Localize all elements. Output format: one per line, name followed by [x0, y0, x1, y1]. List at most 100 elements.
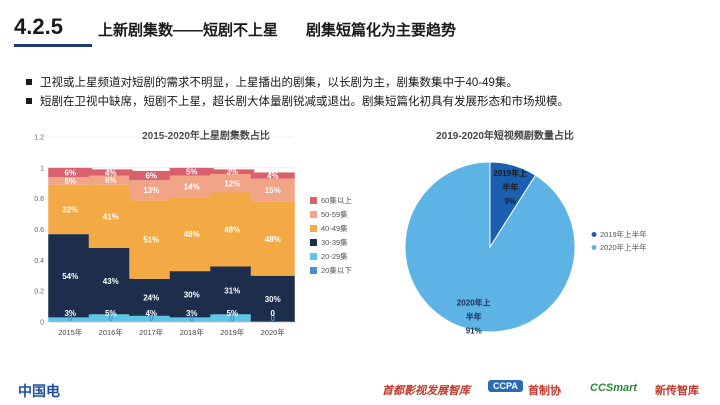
bar-data-label: 0	[109, 314, 114, 323]
bullet-item: 短剧在卫视中缺席，短剧不上星，超长剧大体量剧锐减或退出。剧集短篇化初具有发展形态…	[26, 93, 569, 112]
legend-label: 30-39集	[321, 237, 348, 247]
section-number-block: 4.2.5	[14, 14, 94, 47]
bar-data-label: 6%	[64, 168, 76, 177]
bar-data-label: 41%	[103, 212, 119, 221]
bar-data-label: 0	[149, 314, 154, 323]
bar-segment	[250, 275, 295, 322]
bar-data-label: 3%	[64, 309, 76, 318]
bar-data-label: 3%	[226, 168, 238, 177]
bar-data-label: 24%	[143, 293, 159, 302]
y-tick-label: 1	[40, 165, 44, 172]
y-tick-label: 0.2	[34, 289, 44, 296]
bar-segment	[88, 175, 133, 185]
bar-segment	[210, 169, 255, 174]
slide-header: 4.2.5 上新剧集数——短剧不上星 剧集短篇化为主要趋势	[0, 0, 720, 62]
y-tick-label: 0.4	[34, 258, 44, 265]
bar-data-label: 6%	[145, 172, 157, 181]
x-tick-label: 2018年	[180, 327, 205, 337]
slide-subtitle: 剧集短篇化为主要趋势	[306, 22, 457, 39]
bar-data-label: 31%	[224, 286, 240, 295]
section-number: 4.2.5	[14, 14, 63, 39]
bar-segment	[129, 278, 174, 316]
legend-swatch	[591, 245, 597, 250]
legend-swatch	[310, 211, 317, 218]
legend-swatch	[591, 232, 597, 237]
bar-data-label: 12%	[224, 179, 240, 188]
pie-slice	[404, 161, 576, 333]
legend-swatch	[310, 267, 317, 274]
slide-title: 上新剧集数——短剧不上星	[98, 22, 279, 39]
footer: 中国电 首都影视发展智库 CCPA 首制协 CCSmart 新传智库	[0, 366, 720, 405]
bar-segment	[48, 184, 93, 235]
bar-data-label: 5%	[226, 309, 238, 318]
pie-data-label: 9%	[504, 197, 516, 206]
bar-chart-title: 2015-2020年上星剧集数占比	[142, 129, 270, 142]
bar-data-label: 4%	[105, 168, 117, 177]
bar-segment	[210, 192, 255, 267]
bar-segment	[210, 266, 255, 315]
legend-swatch	[310, 253, 317, 260]
bar-segment	[129, 315, 174, 322]
bar-data-label: 5%	[186, 168, 198, 177]
bar-data-label: 0	[271, 314, 276, 323]
bar-segment	[48, 177, 93, 185]
bar-segment	[169, 175, 214, 198]
y-tick-label: 0.8	[34, 196, 44, 203]
bar-data-label: 4%	[267, 172, 279, 181]
legend-swatch	[310, 225, 317, 232]
pie-data-label: 半年	[502, 182, 518, 192]
pie-chart: 2019-2020年短视频剧数量占比 2019年上半年9%2020年上半年91%…	[404, 129, 647, 336]
x-tick-label: 2019年	[220, 327, 245, 337]
bar-segment	[250, 201, 295, 276]
y-tick-label: 0.6	[34, 227, 44, 234]
bar-segment	[88, 314, 133, 322]
bar-segment	[169, 317, 214, 322]
logo-ccpa-text: 首制协	[528, 385, 561, 397]
bar-data-label: 4%	[145, 309, 157, 318]
logo-ccpa: CCPA	[488, 380, 523, 392]
bullet-square-icon	[26, 79, 32, 85]
bar-data-label: 32%	[62, 205, 78, 214]
bar-data-label: 51%	[143, 236, 159, 245]
legend-label: 2019年上半年	[600, 229, 647, 239]
legend-label: 2020年上半年	[600, 242, 647, 252]
pie-data-label: 半年	[466, 312, 482, 322]
pie-data-label: 91%	[466, 327, 482, 336]
logo-ccsmart-text: 新传智库	[655, 385, 699, 397]
bar-segment	[210, 174, 255, 193]
legend-label: 20集以下	[321, 265, 352, 275]
x-tick-label: 2016年	[99, 327, 124, 337]
bar-segment	[169, 167, 214, 176]
bar-data-label: 6%	[105, 176, 117, 185]
bar-data-label: 0	[68, 314, 73, 323]
bar-data-label: 30%	[184, 290, 200, 299]
bar-data-label: 5%	[105, 309, 117, 318]
bar-segment	[250, 172, 295, 179]
bar-data-label: 48%	[224, 226, 240, 235]
legend-swatch	[310, 197, 317, 204]
y-tick-label: 0	[40, 320, 44, 327]
bar-segment	[129, 200, 174, 279]
bar-data-label: 0	[271, 309, 276, 318]
bullet-list: 卫视或上星频道对短剧的需求不明显，上星播出的剧集，以长剧为主，剧集数集中于40-…	[26, 74, 569, 112]
legend-swatch	[310, 239, 317, 246]
bar-data-label: 43%	[103, 277, 119, 286]
bar-data-label: 13%	[143, 186, 159, 195]
bar-segment	[210, 314, 255, 322]
bullet-text: 短剧在卫视中缺席，短剧不上星，超长剧大体量剧锐减或退出。剧集短篇化初具有发展形态…	[40, 96, 569, 108]
bar-segment	[129, 180, 174, 201]
bullet-text: 卫视或上星频道对短剧的需求不明显，上星播出的剧集，以长剧为主，剧集数集中于40-…	[40, 77, 518, 89]
bar-segment	[88, 184, 133, 248]
bar-segment	[88, 169, 133, 176]
section-underline	[14, 44, 92, 47]
pie-data-label: 2020年上	[457, 298, 491, 308]
x-tick-label: 2015年	[58, 327, 83, 337]
bar-data-label: 15%	[265, 186, 281, 195]
bar-data-label: 54%	[62, 272, 78, 281]
pie-chart-title: 2019-2020年短视频剧数量占比	[436, 129, 574, 142]
bar-segment	[129, 170, 174, 181]
bar-segment	[169, 271, 214, 318]
x-tick-label: 2020年	[261, 327, 286, 337]
bar-data-label: 3%	[186, 309, 198, 318]
bar-segment	[169, 197, 214, 272]
